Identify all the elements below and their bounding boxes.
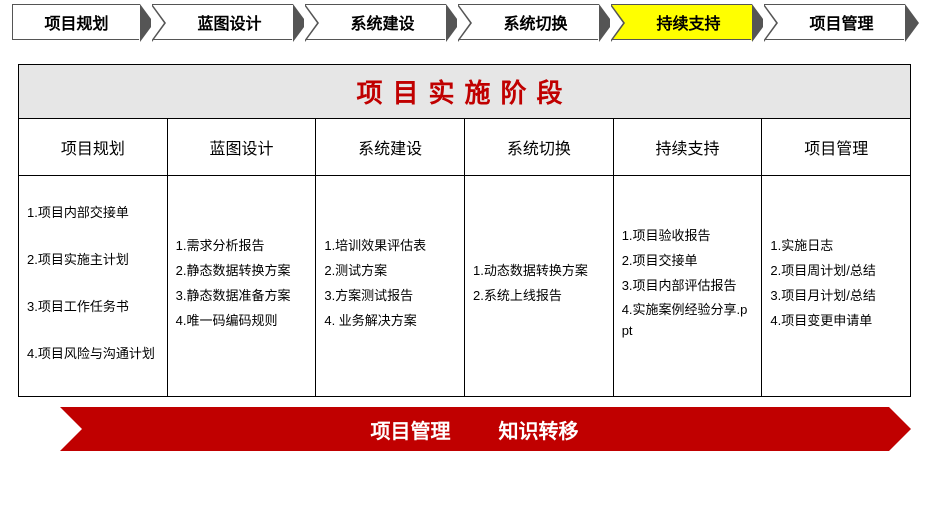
nav-item-4[interactable]: 持续支持: [611, 4, 752, 40]
phase-header-1: 蓝图设计: [168, 119, 317, 175]
phase-body-row: 1.项目内部交接单 2.项目实施主计划 3.项目工作任务书 4.项目风险与沟通计…: [19, 176, 910, 396]
phase-body-2: 1.培训效果评估表 2.测试方案 3.方案测试报告 4. 业务解决方案: [316, 176, 465, 396]
list-item: 1.培训效果评估表: [324, 236, 456, 257]
nav-item-0[interactable]: 项目规划: [12, 4, 140, 40]
nav-label: 持续支持: [656, 10, 720, 34]
nav-label: 蓝图设计: [197, 10, 261, 34]
phase-header-5: 项目管理: [762, 119, 910, 175]
list-item: 4.实施案例经验分享.ppt: [622, 300, 754, 342]
list-item: 1.需求分析报告: [176, 236, 308, 257]
phase-table: 项目实施阶段 项目规划 蓝图设计 系统建设 系统切换 持续支持 项目管理 1.项…: [18, 64, 911, 397]
banner-label-0: 项目管理: [371, 415, 451, 444]
list-item: 2.系统上线报告: [473, 286, 605, 307]
list-item: 2.项目实施主计划: [27, 250, 159, 271]
list-item: 3.方案测试报告: [324, 286, 456, 307]
phase-body-4: 1.项目验收报告 2.项目交接单 3.项目内部评估报告 4.实施案例经验分享.p…: [614, 176, 763, 396]
phase-body-0: 1.项目内部交接单 2.项目实施主计划 3.项目工作任务书 4.项目风险与沟通计…: [19, 176, 168, 396]
nav-item-1[interactable]: 蓝图设计: [152, 4, 293, 40]
bottom-banner: 项目管理 知识转移: [60, 407, 889, 451]
list-item: 1.实施日志: [770, 236, 902, 257]
nav-label: 项目管理: [809, 10, 873, 34]
list-item: 4. 业务解决方案: [324, 311, 456, 332]
list-item: 3.项目月计划/总结: [770, 286, 902, 307]
list-item: 3.项目工作任务书: [27, 297, 159, 318]
list-item: 1.项目验收报告: [622, 226, 754, 247]
phase-header-2: 系统建设: [316, 119, 465, 175]
phase-header-4: 持续支持: [614, 119, 763, 175]
list-item: 1.项目内部交接单: [27, 203, 159, 224]
nav-item-2[interactable]: 系统建设: [305, 4, 446, 40]
nav-item-5[interactable]: 项目管理: [764, 4, 905, 40]
list-item: 4.唯一码编码规则: [176, 311, 308, 332]
phase-header-0: 项目规划: [19, 119, 168, 175]
phase-header-3: 系统切换: [465, 119, 614, 175]
list-item: 2.项目交接单: [622, 251, 754, 272]
nav-label: 系统切换: [503, 10, 567, 34]
nav-label: 项目规划: [44, 10, 108, 34]
phase-chevron-nav: 项目规划 蓝图设计 系统建设 系统切换 持续支持 项目管理: [0, 0, 929, 40]
list-item: 1.动态数据转换方案: [473, 261, 605, 282]
list-item: 2.测试方案: [324, 261, 456, 282]
phase-body-1: 1.需求分析报告 2.静态数据转换方案 3.静态数据准备方案 4.唯一码编码规则: [168, 176, 317, 396]
phase-body-3: 1.动态数据转换方案 2.系统上线报告: [465, 176, 614, 396]
nav-label: 系统建设: [350, 10, 414, 34]
list-item: 4.项目变更申请单: [770, 311, 902, 332]
list-item: 4.项目风险与沟通计划: [27, 344, 159, 365]
nav-item-3[interactable]: 系统切换: [458, 4, 599, 40]
banner-label-1: 知识转移: [499, 415, 579, 444]
phase-header-row: 项目规划 蓝图设计 系统建设 系统切换 持续支持 项目管理: [19, 119, 910, 176]
phase-body-5: 1.实施日志 2.项目周计划/总结 3.项目月计划/总结 4.项目变更申请单: [762, 176, 910, 396]
banner-notch-icon: [60, 407, 82, 451]
phase-table-title: 项目实施阶段: [19, 65, 910, 119]
list-item: 2.静态数据转换方案: [176, 261, 308, 282]
list-item: 3.项目内部评估报告: [622, 276, 754, 297]
list-item: 3.静态数据准备方案: [176, 286, 308, 307]
list-item: 2.项目周计划/总结: [770, 261, 902, 282]
